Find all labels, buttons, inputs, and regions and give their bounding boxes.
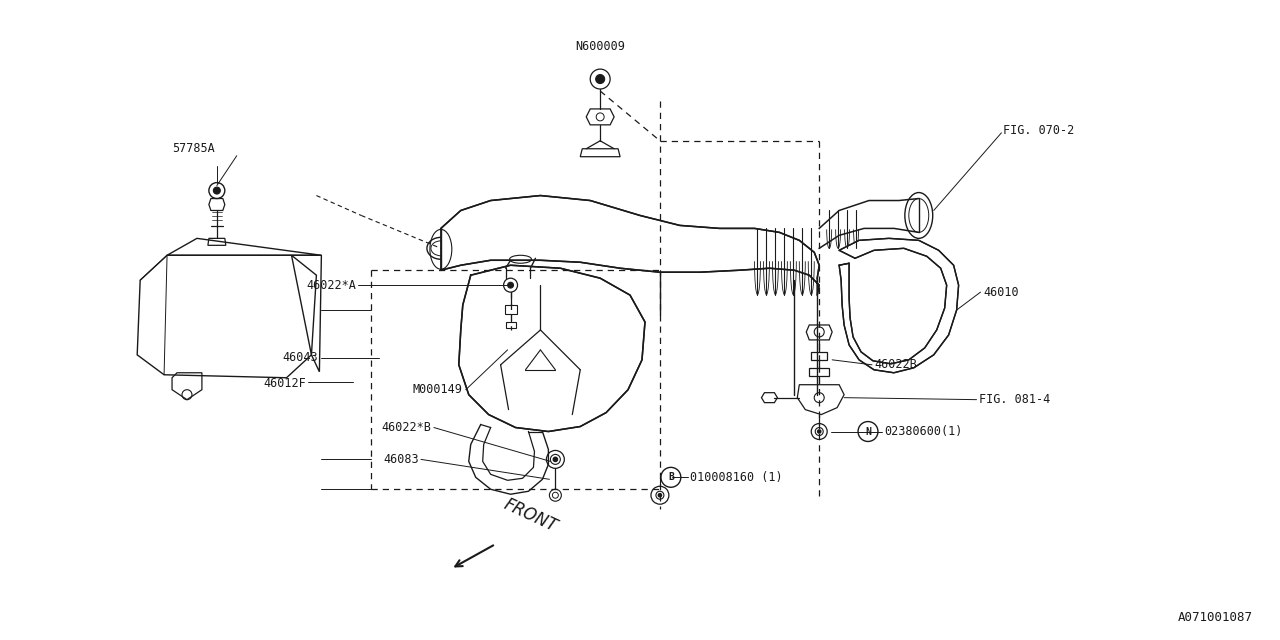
Text: 46022B: 46022B (874, 358, 916, 371)
Text: FRONT: FRONT (500, 496, 559, 536)
Text: M000149: M000149 (413, 383, 463, 396)
Circle shape (214, 187, 220, 194)
Text: 46022*B: 46022*B (381, 421, 431, 434)
Circle shape (595, 75, 604, 84)
Text: 46043: 46043 (283, 351, 319, 364)
Polygon shape (440, 196, 819, 295)
Text: N600009: N600009 (575, 40, 625, 53)
Text: N: N (865, 426, 870, 436)
Circle shape (508, 282, 513, 288)
Circle shape (553, 458, 557, 461)
Circle shape (658, 493, 662, 497)
Text: B: B (668, 472, 673, 483)
Text: FIG. 081-4: FIG. 081-4 (978, 393, 1050, 406)
Polygon shape (458, 265, 645, 431)
Text: FIG. 070-2: FIG. 070-2 (1004, 124, 1075, 138)
Text: 46012F: 46012F (264, 377, 306, 390)
Text: 010008160 (1): 010008160 (1) (690, 471, 782, 484)
Text: 46010: 46010 (983, 285, 1019, 299)
Text: 02380600(1): 02380600(1) (884, 425, 963, 438)
Text: 46022*A: 46022*A (306, 278, 356, 292)
Text: 57785A: 57785A (172, 142, 215, 156)
Text: 46083: 46083 (383, 453, 419, 466)
Text: A071001087: A071001087 (1178, 611, 1252, 623)
Circle shape (818, 430, 820, 433)
Polygon shape (840, 238, 959, 372)
